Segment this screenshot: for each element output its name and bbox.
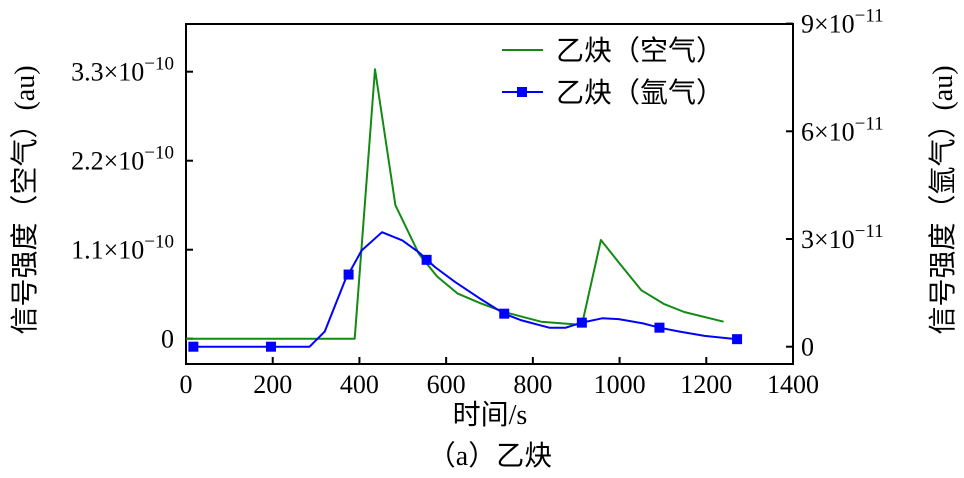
x-axis-label: 时间/s [453, 399, 528, 431]
y-tick-exponent: −11 [855, 113, 884, 134]
y-tick-label: 1.1×10−10 [71, 232, 174, 265]
y-tick-label: 0 [161, 325, 174, 354]
y-tick-exponent: −11 [855, 221, 884, 242]
y-tick-mantissa: 3×10 [801, 225, 855, 254]
y-axis-right: 03×10−116×10−119×10−11 [786, 6, 884, 362]
y-tick-mantissa: 9×10 [801, 10, 855, 39]
y-tick-mantissa: 6×10 [801, 117, 855, 146]
data-point-marker [654, 322, 665, 333]
figure-caption: （a）乙炔 [428, 440, 552, 472]
y-tick-exponent: −10 [144, 143, 174, 164]
x-tick-label: 600 [427, 370, 466, 399]
x-tick-label: 1000 [594, 370, 646, 399]
y-tick-label: 2.2×10−10 [71, 143, 174, 176]
y-tick-mantissa: 1.1×10 [71, 236, 144, 265]
data-point-marker [499, 308, 510, 319]
legend-label-air: 乙炔（空气） [556, 35, 724, 67]
x-tick-label: 200 [253, 370, 292, 399]
x-tick-label: 400 [340, 370, 379, 399]
y-tick-label: 6×10−11 [801, 113, 884, 146]
legend-marker-argon [517, 87, 527, 97]
x-tick-label: 1400 [767, 370, 819, 399]
series-line-0 [186, 68, 724, 340]
data-point-marker [576, 317, 587, 328]
data-point-marker [188, 341, 199, 352]
x-tick-label: 0 [180, 370, 193, 399]
data-point-marker [265, 341, 276, 352]
y-tick-label: 3.3×10−10 [71, 54, 174, 87]
data-point-marker [732, 334, 743, 345]
series-layer [186, 68, 743, 352]
plot-frame [185, 23, 794, 365]
data-point-marker [343, 269, 354, 280]
y-tick-label: 3×10−11 [801, 221, 884, 254]
y-tick-exponent: −10 [144, 54, 174, 75]
x-tick-label: 1200 [680, 370, 732, 399]
data-point-marker [421, 254, 432, 265]
x-axis: 0 200 400 600 800 1000 1200 1400 [180, 357, 819, 399]
y-tick-exponent: −10 [144, 232, 174, 253]
y-tick-exponent: −11 [855, 6, 884, 27]
y-tick-mantissa: 0 [161, 325, 174, 354]
y-tick-label: 0 [801, 333, 814, 362]
y-axis-right-label: 信号强度（氩气）(au) [927, 65, 959, 334]
y-tick-mantissa: 0 [801, 333, 814, 362]
x-tick-label: 800 [513, 370, 552, 399]
y-tick-mantissa: 2.2×10 [71, 147, 144, 176]
y-tick-mantissa: 3.3×10 [71, 58, 144, 87]
legend: 乙炔（空气） 乙炔（氩气） [502, 35, 724, 109]
y-tick-label: 9×10−11 [801, 6, 884, 39]
series-line-1 [193, 231, 738, 348]
y-axis-left: 01.1×10−102.2×10−103.3×10−10 [71, 54, 193, 354]
y-axis-left-label: 信号强度（空气）(au) [9, 65, 41, 334]
legend-label-argon: 乙炔（氩气） [556, 77, 724, 109]
